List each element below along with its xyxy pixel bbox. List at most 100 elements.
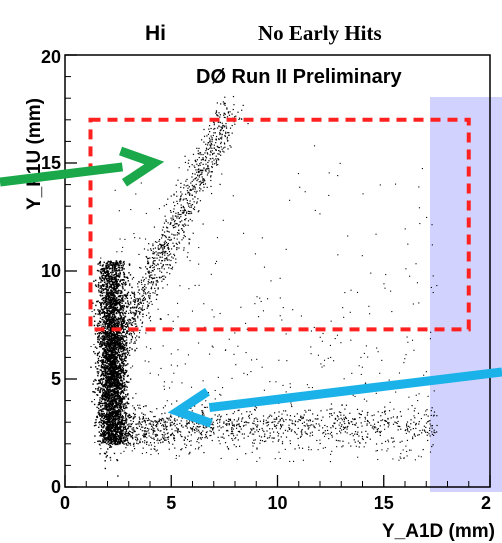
scatter-point — [221, 127, 223, 130]
scatter-point — [111, 376, 113, 379]
scatter-point — [124, 411, 126, 414]
scatter-point — [111, 335, 113, 337]
scatter-point — [120, 290, 123, 292]
scatter-point — [281, 417, 283, 420]
scatter-point — [116, 306, 119, 309]
scatter-point — [107, 384, 110, 387]
scatter-point — [96, 269, 99, 272]
scatter-point — [113, 278, 116, 280]
scatter-point — [103, 437, 106, 440]
scatter-point — [114, 276, 117, 279]
scatter-point — [204, 152, 206, 154]
scatter-point — [122, 296, 124, 298]
scatter-point — [116, 268, 118, 270]
scatter-point — [121, 269, 123, 271]
scatter-point — [125, 405, 127, 407]
scatter-point — [116, 397, 118, 399]
scatter-point — [114, 336, 116, 338]
scatter-point — [126, 332, 129, 334]
scatter-point — [122, 406, 124, 408]
scatter-point — [101, 338, 103, 340]
scatter-point — [113, 398, 115, 400]
scatter-point — [119, 426, 121, 429]
scatter-point — [108, 373, 110, 375]
scatter-point — [118, 439, 120, 441]
scatter-point — [109, 262, 112, 264]
scatter-point — [202, 181, 204, 183]
scatter-point — [119, 388, 121, 390]
scatter-point — [211, 153, 214, 156]
scatter-point — [117, 317, 120, 319]
scatter-point — [141, 326, 143, 328]
scatter-point — [109, 370, 112, 372]
scatter-point — [104, 401, 106, 403]
scatter-point — [120, 371, 123, 373]
scatter-point — [102, 325, 104, 327]
scatter-point — [277, 435, 279, 437]
scatter-point — [96, 347, 98, 349]
scatter-point — [106, 308, 109, 310]
scatter-point — [106, 335, 108, 338]
scatter-point — [116, 270, 119, 272]
scatter-point — [108, 272, 110, 275]
scatter-point — [126, 381, 128, 383]
scatter-point — [107, 375, 109, 378]
scatter-point — [106, 349, 109, 352]
scatter-point — [102, 297, 104, 300]
scatter-point — [174, 223, 176, 225]
scatter-point — [115, 300, 117, 303]
scatter-point — [111, 350, 113, 352]
scatter-point — [107, 335, 109, 337]
scatter-point — [102, 311, 105, 313]
scatter-point — [106, 300, 108, 302]
scatter-point — [116, 308, 118, 310]
scatter-point — [112, 371, 115, 373]
scatter-point — [120, 261, 122, 263]
scatter-point — [116, 381, 118, 384]
scatter-point — [226, 108, 228, 110]
scatter-point — [126, 435, 128, 437]
scatter-point — [109, 446, 112, 448]
scatter-point — [113, 297, 116, 299]
scatter-point — [192, 188, 194, 190]
scatter-point — [121, 300, 124, 302]
scatter-point — [114, 289, 116, 291]
scatter-point — [118, 401, 120, 403]
scatter-point — [110, 416, 112, 418]
scatter-point — [113, 433, 115, 436]
scatter-point — [324, 424, 326, 427]
scatter-point — [115, 435, 118, 438]
scatter-point — [106, 314, 108, 317]
scatter-point — [119, 317, 121, 320]
scatter-point — [121, 408, 123, 411]
scatter-point — [184, 437, 187, 439]
scatter-point — [90, 366, 92, 368]
scatter-point — [102, 354, 104, 356]
scatter-point — [202, 181, 204, 184]
scatter-point — [144, 298, 146, 300]
scatter-point — [115, 276, 117, 278]
scatter-point — [103, 285, 105, 288]
scatter-point — [100, 419, 103, 422]
scatter-point — [110, 336, 112, 339]
scatter-point — [111, 326, 114, 328]
scatter-point — [119, 336, 121, 338]
scatter-point — [98, 401, 101, 403]
scatter-point — [99, 277, 101, 280]
scatter-point — [116, 380, 119, 383]
scatter-point — [124, 394, 127, 396]
scatter-point — [122, 430, 124, 432]
scatter-point — [128, 284, 131, 286]
scatter-point — [103, 302, 105, 304]
scatter-point — [144, 292, 147, 294]
scatter-point — [172, 217, 174, 219]
scatter-point — [123, 268, 125, 270]
scatter-point — [344, 431, 346, 433]
scatter-point — [198, 168, 200, 170]
scatter-point — [113, 339, 116, 341]
scatter-point — [201, 173, 203, 175]
scatter-point — [115, 345, 117, 347]
scatter-point — [148, 270, 150, 272]
scatter-point — [217, 158, 219, 160]
scatter-point — [183, 234, 185, 237]
